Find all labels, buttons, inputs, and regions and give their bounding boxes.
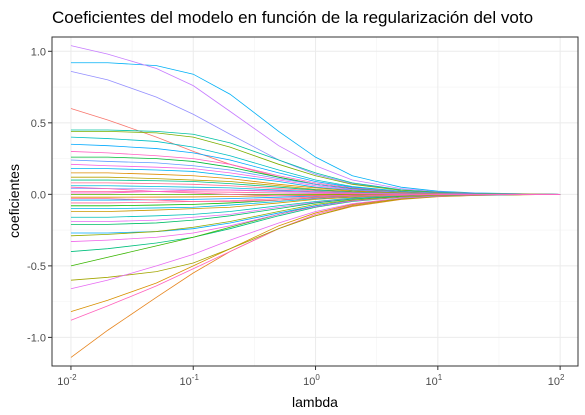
y-tick-label: 1.0	[31, 46, 46, 58]
x-tick-label: 10-1	[180, 373, 200, 388]
panel-border	[51, 36, 579, 367]
chart-title: Coeficientes del modelo en función de la…	[52, 8, 533, 27]
series-layer	[70, 45, 561, 358]
x-axis-title: lambda	[292, 394, 338, 410]
x-axis: 10-2 10-1 100 101 102	[57, 366, 565, 388]
y-axis-title: coeficientes	[6, 164, 22, 238]
plot-panel	[51, 36, 579, 367]
coefficient-line-43	[70, 189, 561, 195]
x-tick-label: 102	[548, 373, 565, 388]
x-tick-label: 10-2	[57, 373, 77, 388]
y-tick-label: -1.0	[27, 332, 46, 344]
x-tick-label: 101	[425, 373, 442, 388]
x-tick-label: 100	[303, 373, 320, 388]
y-tick-label: 0.5	[31, 118, 46, 130]
y-axis: -1.0 -0.5 0.0 0.5 1.0	[27, 46, 52, 344]
y-tick-label: -0.5	[27, 261, 46, 273]
y-tick-label: 0.0	[31, 189, 46, 201]
